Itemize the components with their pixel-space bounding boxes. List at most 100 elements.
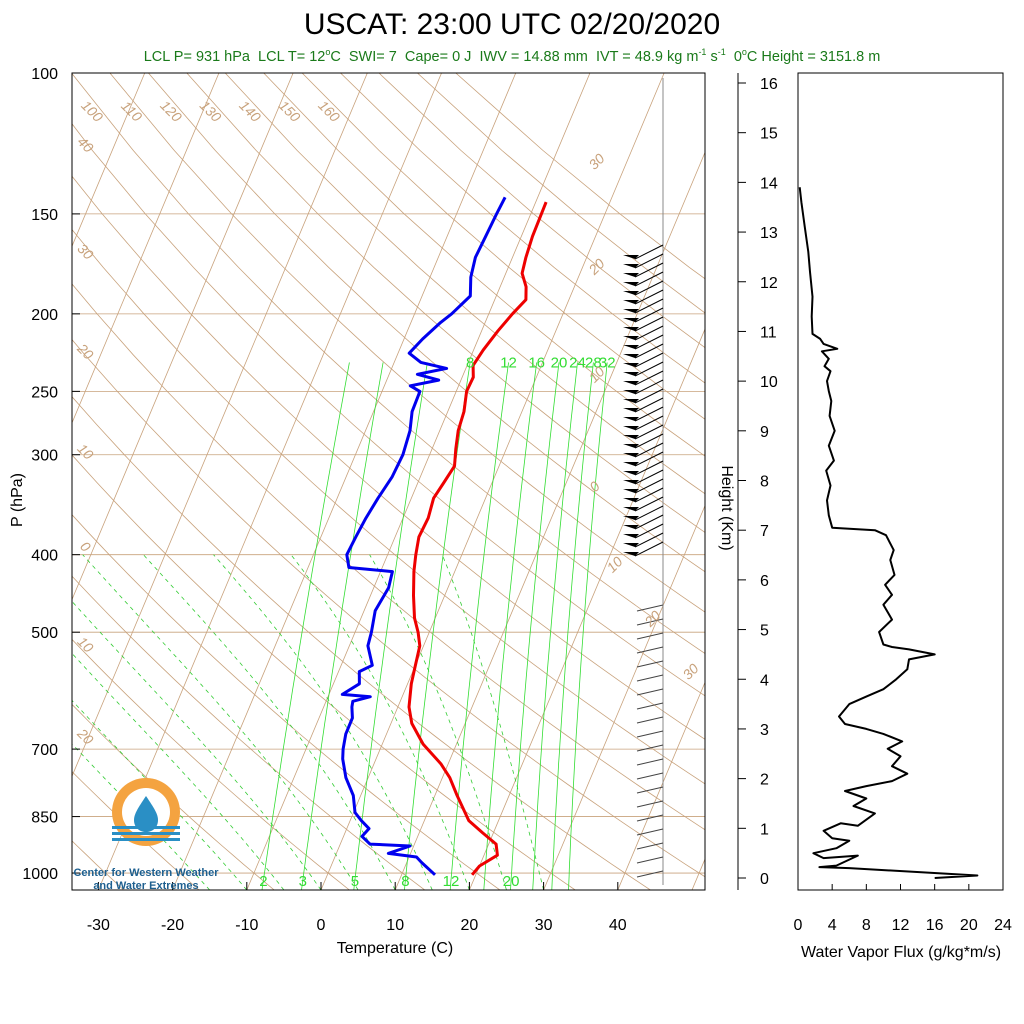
ivt-value: IVT = 48.9 kg m xyxy=(595,48,699,65)
dry-adiabat-line xyxy=(186,73,705,533)
wind-barb xyxy=(634,352,664,368)
dry-adiabat-line xyxy=(263,73,705,457)
wind-barb xyxy=(634,280,664,296)
wind-barb xyxy=(634,487,664,503)
dry-adiabat-label: 100 xyxy=(78,97,106,125)
wind-barb xyxy=(636,618,664,626)
wind-barb-flag xyxy=(623,516,639,520)
chart-title: USCAT: 23:00 UTC 02/20/2020 xyxy=(303,8,721,41)
wind-barb xyxy=(636,730,664,738)
wind-barb-flag xyxy=(623,471,639,475)
wind-barb xyxy=(634,325,664,341)
x-tick-label: 0 xyxy=(317,917,326,934)
dry-adiabat-line xyxy=(72,175,705,740)
height-tick-label: 6 xyxy=(760,573,769,590)
height-tick-label: 2 xyxy=(760,772,769,789)
moist-adiabat-line xyxy=(143,554,396,890)
wind-barb-flag xyxy=(623,327,639,331)
wind-barb xyxy=(634,379,664,395)
mixing-ratio-line xyxy=(483,362,538,890)
wind-barb-flag xyxy=(623,318,639,322)
isotherm-line xyxy=(98,73,442,890)
dry-adiabat-label: 120 xyxy=(157,97,185,125)
dry-adiabat-line xyxy=(224,73,705,495)
height-tick-label: 13 xyxy=(760,225,778,242)
wind-barb xyxy=(636,674,664,682)
dry-adiabat-line xyxy=(72,703,275,890)
wind-barb xyxy=(634,244,664,260)
y-tick-label: 150 xyxy=(31,207,58,224)
isotherm-label: 30 xyxy=(679,660,701,682)
wind-barb-flag xyxy=(623,498,639,502)
wind-barb xyxy=(634,262,664,278)
x-tick-label: -30 xyxy=(87,917,110,934)
iwv-value: IWV = 14.88 mm xyxy=(479,48,588,65)
isotherm-label: 20 xyxy=(641,607,664,630)
wind-barb-flag xyxy=(623,354,639,358)
logo-line-2: and Water Extremes xyxy=(93,880,198,892)
dry-adiabat-label: 110 xyxy=(118,98,145,125)
logo-wave xyxy=(112,838,180,841)
wind-barb xyxy=(636,758,664,766)
wind-barb xyxy=(636,786,664,794)
wind-barb xyxy=(634,397,664,413)
wind-barb xyxy=(634,343,664,359)
mixing-ratio-label: 12 xyxy=(500,354,517,371)
height-tick-label: 12 xyxy=(760,275,778,292)
height-tick-label: 8 xyxy=(760,474,769,491)
x-tick-label: 20 xyxy=(461,917,479,934)
wind-barb xyxy=(636,716,664,724)
lcl-temperature: LCL T= 12 xyxy=(258,48,326,65)
y-tick-label: 400 xyxy=(31,548,58,565)
skew-t-frame xyxy=(71,72,706,891)
dry-adiabat-line xyxy=(72,514,501,890)
mixing-ratio-line xyxy=(449,362,509,890)
isotherm-line xyxy=(172,73,517,890)
dry-adiabat-line xyxy=(72,123,705,697)
isotherm-line xyxy=(72,73,146,248)
wind-barb-flag xyxy=(623,408,639,412)
wind-barb xyxy=(636,856,664,864)
dry-adiabat-line xyxy=(72,454,576,890)
mixing-ratio-line xyxy=(568,362,608,890)
wind-barb xyxy=(636,800,664,808)
y-tick-label: 100 xyxy=(31,66,58,83)
y-tick-label: 250 xyxy=(31,384,58,401)
swi-value: SWI= 7 xyxy=(348,48,397,65)
flux-x-tick-label: 0 xyxy=(794,917,803,934)
wind-barb-flag xyxy=(623,543,639,547)
y-tick-label: 300 xyxy=(31,448,58,465)
isotherm-label: 30 xyxy=(74,240,96,262)
wind-barb-flag xyxy=(623,480,639,484)
wind-barb-flag xyxy=(623,381,639,385)
wind-barb xyxy=(636,772,664,780)
wind-barb-flag xyxy=(623,309,639,313)
wind-barb-flag xyxy=(623,507,639,511)
isotherm-label: 30 xyxy=(585,150,607,172)
wind-barb xyxy=(634,523,664,539)
moist-adiabat-line xyxy=(72,699,248,890)
isotherm-label: 10 xyxy=(603,553,625,575)
wind-barb xyxy=(634,370,664,386)
wind-barb-flag xyxy=(623,390,639,394)
moist-adiabat-line xyxy=(72,743,210,890)
height-tick-label: 10 xyxy=(760,374,778,391)
isotherm-line xyxy=(72,73,294,601)
height-tick-label: 15 xyxy=(760,126,778,143)
x-tick-label: 30 xyxy=(535,917,553,934)
dry-adiabat-line xyxy=(301,73,705,420)
wind-barb xyxy=(636,870,664,878)
dry-adiabat-label: 130 xyxy=(197,97,225,125)
moist-adiabat-line xyxy=(72,652,285,890)
flux-x-tick-label: 16 xyxy=(926,917,944,934)
wind-barb xyxy=(636,814,664,822)
moist-adiabat-line xyxy=(290,554,470,890)
height-tick-label: 5 xyxy=(760,623,769,640)
wind-barb-flag xyxy=(623,264,639,268)
wind-barb xyxy=(634,307,664,323)
dry-adiabat-line xyxy=(72,771,200,890)
mixing-ratio-label: 32 xyxy=(599,354,616,371)
mixing-ratio-line xyxy=(261,362,350,890)
wind-barb xyxy=(634,361,664,377)
flux-profile xyxy=(798,187,979,879)
